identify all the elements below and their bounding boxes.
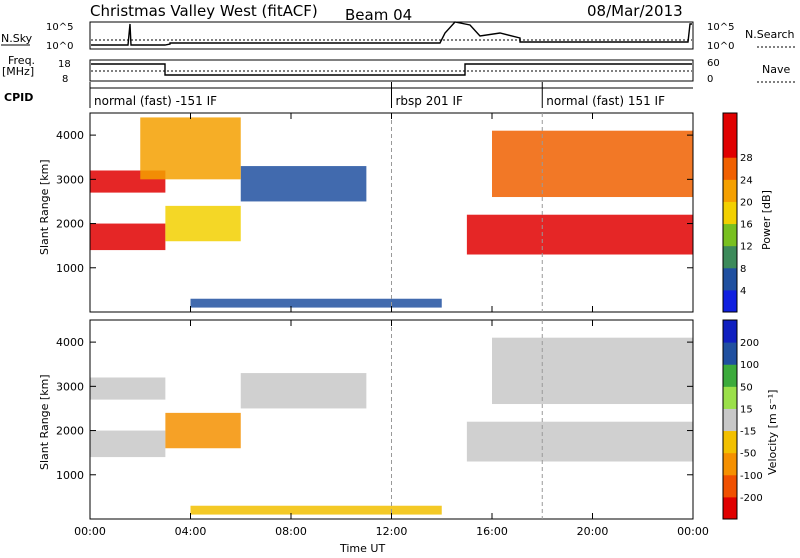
y-tick-label: 4000: [56, 129, 84, 142]
station-title: Christmas Valley West (fitACF): [90, 2, 318, 20]
colorbar-segment: [723, 342, 737, 365]
colorbar-tick-label: -50: [740, 449, 756, 460]
data-region: [140, 117, 241, 180]
y-tick-label: 2000: [56, 425, 84, 438]
colorbar-tick-label: 12: [740, 242, 753, 253]
nsky-tick-bottom: 10^0: [46, 41, 73, 52]
x-tick-label: 00:00: [74, 525, 106, 538]
colorbar-frame: [722, 319, 738, 520]
freq-tick-top: 18: [58, 59, 71, 70]
data-region: [492, 337, 693, 405]
power-cbar-label: Power [dB]: [760, 190, 773, 250]
colorbar-tick-label: 50: [740, 382, 753, 393]
colorbar-tick-label: 100: [740, 360, 759, 371]
beam-label: Beam 04: [345, 6, 412, 24]
nsky-trace: [91, 21, 692, 46]
colorbar-segment: [723, 157, 737, 180]
power-ylabel: Slant Range [km]: [38, 159, 51, 255]
colorbar-segment: [723, 386, 737, 409]
x-tick-label: 04:00: [175, 525, 207, 538]
colorbar-segment: [723, 430, 737, 454]
x-tick-label: 08:00: [275, 525, 307, 538]
colorbar-tick-label: 15: [740, 404, 753, 415]
colorbar-segment: [723, 179, 737, 202]
data-region: [90, 223, 166, 251]
cpid-segment-label: normal (fast) 151 IF: [546, 94, 665, 108]
y-tick-label: 1000: [56, 469, 84, 482]
colorbar-segment: [723, 135, 737, 158]
freq-tick-bottom: 8: [62, 74, 68, 85]
cpid-segment-label: normal (fast) -151 IF: [94, 94, 217, 108]
y-tick-label: 3000: [56, 173, 84, 186]
cpid-label: CPID: [4, 91, 33, 104]
data-region: [240, 166, 367, 202]
x-tick-label: 20:00: [577, 525, 609, 538]
colorbar-segment: [723, 201, 737, 225]
nsearch-tick-bottom: 10^0: [707, 41, 734, 52]
nsearch-tick-top: 10^5: [707, 22, 734, 33]
data-region: [90, 377, 166, 400]
power-panel: 1000 2000 3000 4000 4 8 12 16 20 24 28: [56, 112, 753, 313]
colorbar-tick-label: 8: [740, 264, 746, 275]
y-tick-label: 1000: [56, 262, 84, 275]
colorbar-segment: [723, 474, 737, 498]
freq-strip-frame: [89, 59, 694, 82]
colorbar-segment: [723, 452, 737, 476]
velocity-cbar-label: Velocity [m s⁻¹]: [766, 390, 779, 475]
nsky-tick-top: 10^5: [46, 22, 73, 33]
nsky-label: N.Sky: [1, 32, 33, 45]
colorbar-segment: [723, 289, 737, 313]
nave-tick-bottom: 0: [707, 74, 713, 85]
data-region: [165, 412, 241, 449]
colorbar-tick-label: -100: [740, 471, 763, 482]
colorbar-segment: [723, 408, 737, 432]
colorbar-tick-label: 16: [740, 220, 753, 231]
y-tick-label: 3000: [56, 380, 84, 393]
colorbar-segment: [723, 245, 737, 269]
data-region: [466, 421, 693, 462]
x-tick-label: 16:00: [476, 525, 508, 538]
colorbar-segment: [723, 364, 737, 387]
velocity-ylabel: Slant Range [km]: [38, 374, 51, 470]
x-tick-label: 00:00: [677, 525, 709, 538]
colorbar-tick-label: 24: [740, 175, 753, 186]
data-region: [165, 205, 241, 242]
date-label: 08/Mar/2013: [587, 2, 683, 20]
colorbar-segment: [723, 496, 737, 520]
freq-trace: [91, 63, 692, 76]
colorbar-segment: [723, 320, 737, 343]
data-region: [90, 430, 166, 458]
nave-tick-top: 60: [707, 58, 720, 69]
colorbar-tick-label: 28: [740, 153, 753, 164]
velocity-panel: 1000 2000 3000 4000 00:00 04:00 08:00 12:00 16:0…: [56, 319, 763, 538]
nsky-strip-frame: [89, 21, 694, 50]
colorbar-tick-label: -15: [740, 427, 756, 438]
nsearch-label: N.Search: [745, 28, 795, 41]
y-tick-label: 2000: [56, 218, 84, 231]
colorbar-frame: [722, 112, 738, 313]
colorbar-tick-label: 200: [740, 338, 759, 349]
colorbar-segment: [723, 223, 737, 247]
colorbar-tick-label: 4: [740, 286, 746, 297]
freq-label-line1: Freq.: [8, 54, 35, 67]
colorbar-tick-label: 20: [740, 197, 753, 208]
data-region: [190, 505, 442, 515]
y-tick-label: 4000: [56, 336, 84, 349]
x-tick-label: 12:00: [376, 525, 408, 538]
data-region: [466, 214, 693, 255]
colorbar-segment: [723, 267, 737, 291]
data-region: [190, 298, 442, 308]
data-region: [492, 130, 693, 198]
freq-label-line2: [MHz]: [2, 65, 34, 78]
cpid-segment-label: rbsp 201 IF: [396, 94, 463, 108]
colorbar-tick-label: -200: [740, 493, 763, 504]
colorbar-segment: [723, 113, 737, 136]
data-region: [240, 373, 367, 409]
cpid-bar: normal (fast) -151 IF rbsp 201 IF normal (…: [89, 82, 693, 108]
time-xlabel: Time UT: [339, 542, 385, 554]
nave-label: Nave: [762, 63, 790, 76]
